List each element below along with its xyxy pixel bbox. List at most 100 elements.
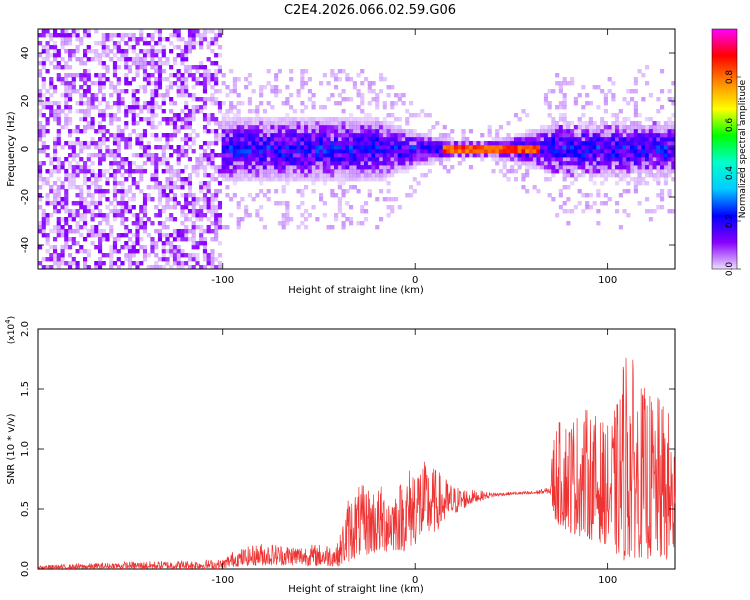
- spectrogram-cell: [56, 49, 61, 54]
- spectrogram-cell: [386, 125, 391, 130]
- spectrogram-cell: [41, 125, 46, 130]
- spectrogram-cell: [656, 145, 661, 150]
- spectrogram-cell: [139, 37, 144, 42]
- spectrogram-cell: [611, 161, 616, 166]
- spectrogram-cell: [495, 145, 500, 150]
- spectrogram-cell: [352, 173, 357, 178]
- spectrogram-cell: [120, 165, 125, 170]
- spectrogram-cell: [56, 121, 61, 126]
- spectrogram-cell: [577, 125, 582, 130]
- spectrogram-cell: [506, 121, 511, 126]
- spectrogram-cell: [56, 177, 61, 182]
- spectrogram-cell: [345, 161, 350, 166]
- spectrogram-cell: [154, 177, 159, 182]
- spectrogram-cell: [334, 133, 339, 138]
- spectrogram-cell: [176, 77, 181, 82]
- spectrogram-cell: [300, 189, 305, 194]
- spectrogram-cell: [259, 117, 264, 122]
- spectrogram-cell: [326, 173, 331, 178]
- spectrogram-cell: [112, 189, 118, 194]
- spectrogram-cell: [112, 137, 118, 142]
- spectrogram-cell: [139, 105, 144, 110]
- spectrogram-cell: [360, 205, 365, 210]
- spectrogram-cell: [547, 149, 552, 154]
- spectrogram-cell: [214, 257, 219, 262]
- spectrogram-cell: [38, 177, 43, 182]
- spectrogram-cell: [124, 125, 129, 130]
- spectrogram-cell: [191, 85, 196, 90]
- spectrogram-cell: [135, 65, 140, 70]
- spectrogram-cell: [371, 177, 376, 182]
- spectrogram-cell: [199, 157, 204, 162]
- spectrogram-cell: [386, 213, 391, 218]
- spectrogram-cell: [79, 117, 84, 122]
- spectrogram-cell: [38, 133, 43, 138]
- spectrogram-cell: [187, 229, 193, 234]
- spectrogram-cell: [116, 129, 121, 134]
- spectrogram-cell: [45, 121, 50, 126]
- spectrogram-cell: [510, 145, 515, 150]
- spectrogram-cell: [146, 149, 151, 154]
- spectrogram-cell: [56, 233, 61, 238]
- spectrogram-cell: [645, 161, 650, 166]
- spectrogram-cell: [45, 105, 50, 110]
- spectrogram-cell: [56, 129, 61, 134]
- spectrogram-cell: [45, 57, 50, 62]
- spectrogram-cell: [131, 261, 136, 266]
- spectrogram-cell: [259, 129, 264, 134]
- spectrogram-cell: [236, 165, 241, 170]
- spectrogram-cell: [127, 245, 133, 250]
- spectrogram-cell: [60, 65, 65, 70]
- spectrogram-cell: [405, 145, 410, 150]
- spectrogram-cell: [386, 173, 391, 178]
- spectrogram-cell: [56, 77, 61, 82]
- spectrogram-cell: [225, 173, 230, 178]
- spectrogram-cell: [90, 161, 95, 166]
- spectrogram-cell: [367, 173, 372, 178]
- spectrogram-cell: [375, 93, 380, 98]
- spectrogram-cell: [98, 129, 103, 134]
- spectrogram-cell: [150, 117, 155, 122]
- spectrogram-cell: [645, 65, 650, 70]
- spectrogram-cell: [75, 261, 80, 266]
- spectrogram-cell: [116, 49, 121, 54]
- spectrogram-cell: [558, 145, 563, 150]
- spectrogram-cell: [562, 129, 567, 134]
- spectrogram-cell: [142, 213, 148, 218]
- spectrogram-cell: [551, 161, 556, 166]
- spectrogram-cell: [217, 221, 223, 226]
- spectrogram-cell: [641, 177, 646, 182]
- spectrogram-cell: [645, 117, 650, 122]
- spectrogram-cell: [146, 141, 151, 146]
- spectrogram-cell: [202, 181, 208, 186]
- spectrogram-cell: [536, 157, 541, 162]
- spectrogram-cell: [131, 161, 136, 166]
- spectrogram-cell: [427, 153, 432, 158]
- spectrogram-cell: [319, 133, 324, 138]
- spectrogram-cell: [150, 221, 155, 226]
- spectrogram-cell: [652, 129, 657, 134]
- spectrogram-cell: [83, 77, 88, 82]
- spectrogram-cell: [236, 109, 241, 114]
- spectrogram-cell: [330, 173, 335, 178]
- spectrogram-cell: [270, 85, 275, 90]
- spectrogram-cell: [401, 149, 406, 154]
- spectrogram-cell: [202, 257, 208, 262]
- spectrogram-cell: [217, 101, 223, 106]
- spectrogram-cell: [131, 89, 136, 94]
- spectrogram-cell: [652, 141, 657, 146]
- spectrogram-cell: [457, 161, 462, 166]
- spectrogram-cell: [71, 177, 76, 182]
- spectrogram-cell: [375, 197, 380, 202]
- spectrogram-cell: [116, 201, 121, 206]
- spectrogram-cell: [349, 157, 354, 162]
- spectrogram-cell: [172, 45, 178, 50]
- spectrogram-cell: [53, 193, 58, 198]
- spectrogram-cell: [656, 169, 661, 174]
- spectrogram-cell: [465, 137, 470, 142]
- spectrogram-cell: [446, 141, 451, 146]
- spectrogram-cell: [364, 201, 369, 206]
- spectrogram-cell: [180, 109, 185, 114]
- spectrogram-cell: [232, 145, 237, 150]
- spectrogram-cell: [60, 145, 65, 150]
